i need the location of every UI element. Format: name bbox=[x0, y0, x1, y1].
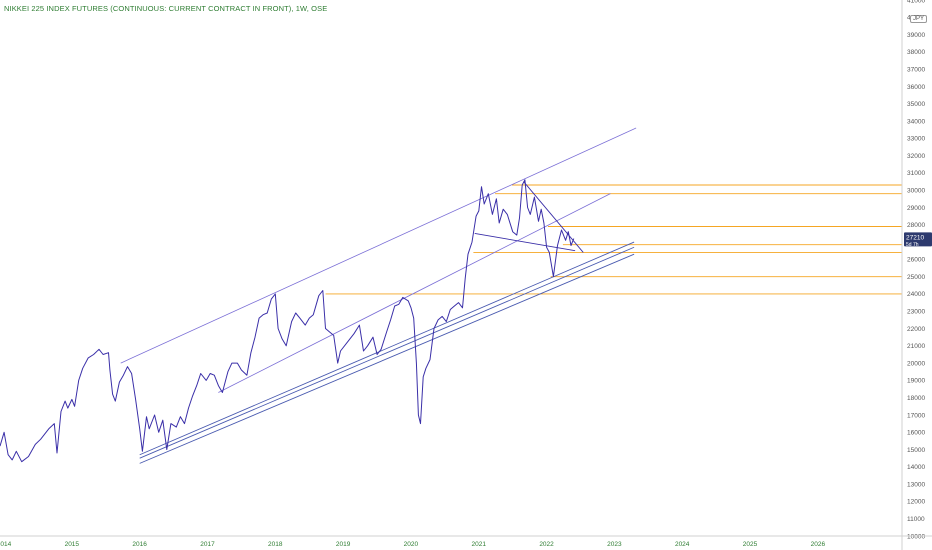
support-line bbox=[139, 246, 635, 459]
price-tick-label: 37000 bbox=[907, 66, 925, 73]
price-tick-label: 11000 bbox=[907, 516, 925, 523]
price-tick-label: 15000 bbox=[907, 447, 925, 454]
year-tick-label: 2016 bbox=[132, 541, 147, 548]
year-tick-label: 2020 bbox=[404, 541, 419, 548]
channel-line bbox=[120, 127, 637, 364]
year-tick-label: 2014 bbox=[0, 541, 12, 548]
drawn-trendlines bbox=[120, 127, 637, 464]
year-tick-label: 2018 bbox=[268, 541, 283, 548]
price-tick-label: 13000 bbox=[907, 481, 925, 488]
time-axis[interactable]: 2014 2015 2016 2017 2018 2019 2020 2021 2022 2023… bbox=[0, 535, 932, 548]
price-tick-label: 38000 bbox=[907, 49, 925, 56]
price-tick-label: 10000 bbox=[907, 533, 925, 540]
price-tick-label: 14000 bbox=[907, 464, 925, 471]
year-tick-label: 2017 bbox=[200, 541, 215, 548]
price-tick-label: 33000 bbox=[907, 136, 925, 143]
price-tick-label: 25000 bbox=[907, 274, 925, 281]
price-tick-label: 19000 bbox=[907, 378, 925, 385]
last-price-tag: 27210 5d 7h bbox=[904, 232, 932, 248]
bar-countdown: 5d 7h bbox=[906, 242, 919, 248]
price-tick-label: 30000 bbox=[907, 187, 925, 194]
price-tick-label: 21000 bbox=[907, 343, 925, 350]
price-tick-label: 23000 bbox=[907, 309, 925, 316]
year-tick-label: 2015 bbox=[65, 541, 80, 548]
currency-label[interactable]: JPY bbox=[910, 15, 928, 23]
horizontal-levels bbox=[325, 184, 902, 295]
price-tick-label: 16000 bbox=[907, 430, 925, 437]
price-tick-label: 35000 bbox=[907, 101, 925, 108]
price-tick-label: 31000 bbox=[907, 170, 925, 177]
support-line bbox=[139, 241, 635, 456]
price-tick-label: 20000 bbox=[907, 360, 925, 367]
price-tick-label: 32000 bbox=[907, 153, 925, 160]
trend-line bbox=[523, 181, 584, 253]
price-tick-label: 41000 bbox=[907, 0, 925, 4]
year-tick-label: 2021 bbox=[472, 541, 487, 548]
trend-line bbox=[474, 232, 576, 252]
channel-line bbox=[218, 193, 611, 393]
year-tick-label: 2023 bbox=[607, 541, 622, 548]
last-price-value: 27210 bbox=[906, 234, 924, 241]
support-line bbox=[139, 253, 635, 464]
price-tick-label: 28000 bbox=[907, 222, 925, 229]
price-tick-label: 39000 bbox=[907, 32, 925, 39]
price-series bbox=[0, 179, 575, 463]
price-tick-label: 17000 bbox=[907, 412, 925, 419]
year-tick-label: 2025 bbox=[743, 541, 758, 548]
year-tick-label: 2019 bbox=[336, 541, 351, 548]
price-tick-label: 36000 bbox=[907, 84, 925, 91]
price-tick-label: 24000 bbox=[907, 291, 925, 298]
price-line bbox=[0, 179, 575, 463]
price-tick-label: 34000 bbox=[907, 118, 925, 125]
price-tick-label: 26000 bbox=[907, 257, 925, 264]
last-price-badge bbox=[904, 232, 932, 247]
price-tick-label: 29000 bbox=[907, 205, 925, 212]
price-axis[interactable]: 10000 11000 12000 13000 14000 15000 16000 17000… bbox=[901, 0, 925, 550]
year-tick-label: 2024 bbox=[675, 541, 690, 548]
year-tick-label: 2026 bbox=[811, 541, 826, 548]
price-tick-label: 18000 bbox=[907, 395, 925, 402]
price-tick-label: 22000 bbox=[907, 326, 925, 333]
chart-title: NIKKEI 225 INDEX FUTURES (CONTINUOUS: CU… bbox=[4, 4, 328, 13]
year-tick-label: 2022 bbox=[539, 541, 554, 548]
price-tick-label: 12000 bbox=[907, 499, 925, 506]
